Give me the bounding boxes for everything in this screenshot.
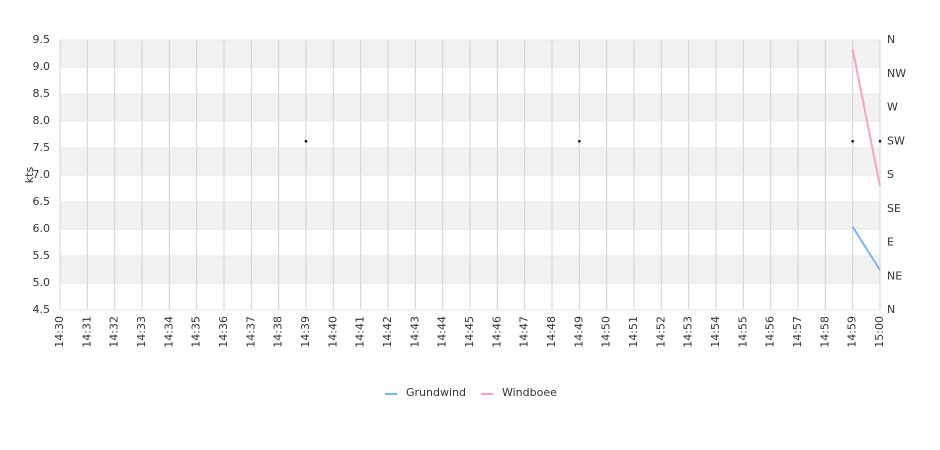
y2-tick-label: E	[887, 236, 894, 249]
x-tick-label: 14:58	[818, 316, 831, 348]
y2-tick-label: SW	[887, 134, 905, 147]
x-tick-label: 14:46	[490, 316, 503, 348]
x-tick-label: 14:35	[190, 316, 203, 348]
y-tick-label: 6.5	[33, 195, 51, 208]
legend-label: Grundwind	[406, 386, 466, 399]
y2-tick-label: N	[887, 303, 895, 316]
x-tick-label: 14:38	[272, 316, 285, 348]
y2-tick-label: NW	[887, 67, 906, 80]
x-tick-label: 14:36	[217, 316, 230, 348]
x-tick-label: 14:48	[545, 316, 558, 348]
x-tick-label: 14:56	[764, 316, 777, 348]
y-tick-label: 6.0	[33, 222, 51, 235]
x-tick-label: 14:32	[108, 316, 121, 348]
x-tick-label: 14:40	[326, 316, 339, 348]
x-tick-label: 14:37	[244, 316, 257, 348]
x-tick-label: 14:39	[299, 316, 312, 348]
direction-marker	[578, 139, 581, 143]
y-tick-label: 8.5	[33, 87, 51, 100]
y2-tick-label: S	[887, 168, 894, 181]
x-tick-label: 14:41	[354, 316, 367, 348]
y-tick-label: 4.5	[33, 303, 51, 316]
legend-label: Windboee	[502, 386, 557, 399]
y-tick-label: 7.0	[33, 168, 51, 181]
x-tick-label: 14:57	[791, 316, 804, 348]
y-tick-label: 5.0	[33, 276, 51, 289]
x-tick-label: 14:33	[135, 316, 148, 348]
x-tick-label: 14:31	[80, 316, 93, 348]
x-tick-label: 14:30	[53, 316, 66, 348]
y-tick-label: 7.5	[33, 141, 51, 154]
y2-tick-label: NE	[887, 269, 902, 282]
direction-marker	[851, 139, 854, 143]
x-tick-label: 14:59	[846, 316, 859, 348]
x-tick-label: 14:49	[572, 316, 585, 348]
y2-tick-label: SE	[887, 202, 901, 215]
x-tick-label: 14:50	[600, 316, 613, 348]
y2-tick-label: N	[887, 33, 895, 46]
x-tick-label: 14:44	[436, 316, 449, 348]
series-line	[851, 48, 881, 186]
x-tick-label: 14:53	[682, 316, 695, 348]
x-tick-label: 14:45	[463, 316, 476, 348]
y-axis-label: kts	[23, 167, 36, 184]
x-tick-label: 14:42	[381, 316, 394, 348]
y-tick-label: 8.0	[33, 114, 51, 127]
x-tick-label: 14:54	[709, 316, 722, 348]
x-tick-label: 14:34	[162, 316, 175, 348]
series-line	[851, 226, 881, 271]
x-tick-label: 14:52	[654, 316, 667, 348]
direction-marker	[304, 139, 308, 143]
x-tick-label: 14:51	[627, 316, 640, 348]
y-tick-label: 9.0	[33, 60, 51, 73]
x-tick-label: 14:55	[736, 316, 749, 348]
direction-marker	[878, 139, 882, 143]
x-tick-label: 14:43	[408, 316, 421, 348]
y2-tick-label: W	[887, 101, 898, 114]
y-tick-label: 5.5	[33, 249, 51, 262]
y-tick-label: 9.5	[33, 33, 51, 46]
x-tick-label: 15:00	[873, 316, 886, 348]
x-tick-label: 14:47	[518, 316, 531, 348]
